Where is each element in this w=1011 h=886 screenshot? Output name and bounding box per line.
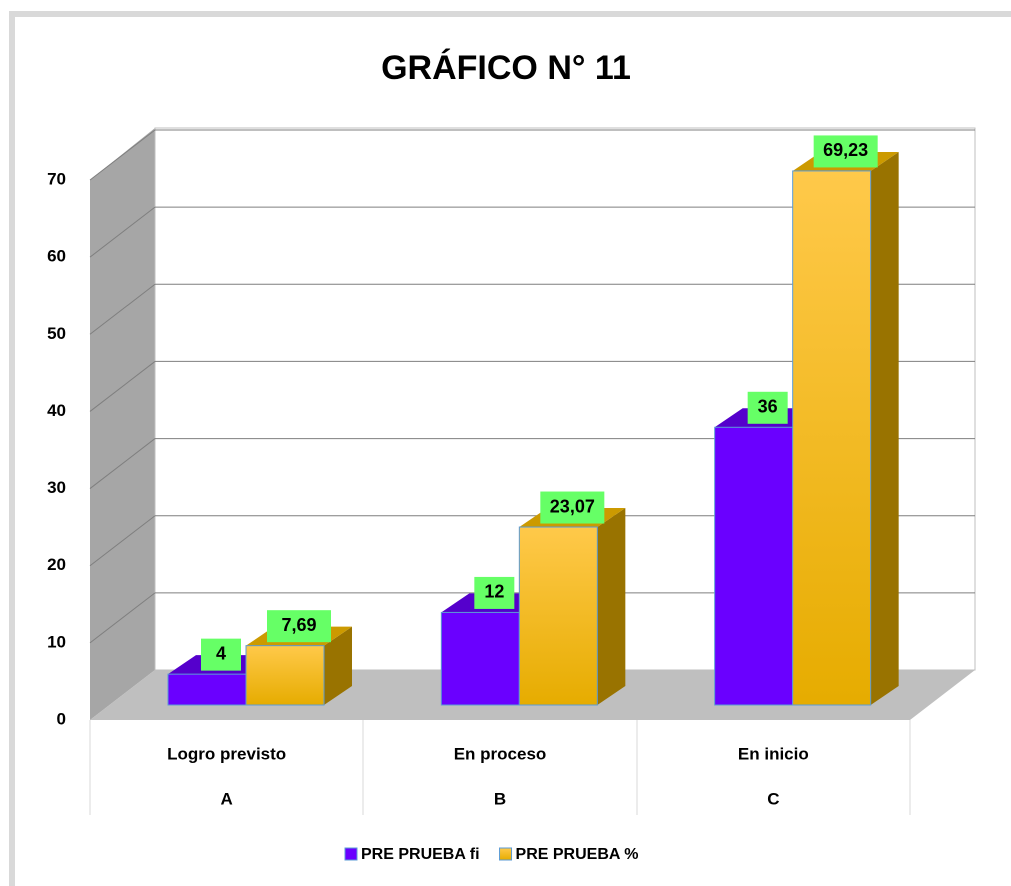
grid-line bbox=[89, 283, 156, 335]
bar bbox=[440, 611, 520, 706]
legend-swatch bbox=[344, 847, 358, 861]
legend-swatch bbox=[499, 847, 513, 861]
data-label-box bbox=[540, 491, 605, 524]
data-label: 12 bbox=[484, 582, 504, 602]
side-wall bbox=[90, 128, 155, 720]
bar bbox=[245, 645, 325, 706]
x-tick-label: En inicio bbox=[738, 744, 809, 763]
data-label: 7,69 bbox=[281, 615, 316, 635]
grid-line bbox=[89, 206, 156, 258]
y-tick-label: 70 bbox=[47, 169, 66, 188]
bar bbox=[714, 426, 794, 706]
bar bbox=[167, 673, 247, 706]
data-label-box bbox=[201, 638, 241, 671]
data-label-box bbox=[747, 391, 788, 424]
x-tick-label: Logro previsto bbox=[167, 744, 286, 763]
bar-side bbox=[324, 626, 352, 705]
data-label-box bbox=[474, 576, 515, 609]
data-label-box bbox=[267, 610, 331, 643]
category-table bbox=[89, 720, 911, 815]
data-label: 4 bbox=[216, 643, 226, 663]
data-label: 36 bbox=[758, 397, 778, 417]
grid-line bbox=[89, 515, 156, 567]
y-tick-label: 0 bbox=[57, 709, 66, 728]
legend-label: PRE PRUEBA fi bbox=[361, 846, 480, 863]
data-label-box bbox=[813, 135, 878, 168]
grid-line bbox=[89, 361, 156, 412]
legend-label: PRE PRUEBA % bbox=[516, 846, 639, 863]
grid-line bbox=[89, 592, 156, 644]
x-tick-label: En proceso bbox=[454, 744, 547, 763]
data-label: 69,23 bbox=[823, 140, 868, 160]
x-tick-label: B bbox=[494, 789, 506, 808]
x-tick-label: C bbox=[767, 789, 779, 808]
y-tick-label: 40 bbox=[47, 401, 66, 420]
grid-line bbox=[89, 438, 156, 489]
bar-side bbox=[597, 508, 626, 705]
y-tick-label: 30 bbox=[47, 478, 66, 497]
chart-title: GRÁFICO N° 11 bbox=[381, 49, 631, 87]
bar bbox=[792, 170, 872, 706]
bar-side bbox=[870, 151, 899, 705]
y-tick-label: 20 bbox=[47, 555, 66, 574]
y-tick-label: 10 bbox=[47, 632, 66, 651]
data-label: 23,07 bbox=[550, 496, 595, 516]
x-tick-label: A bbox=[221, 789, 233, 808]
grid-line bbox=[89, 129, 156, 181]
bar bbox=[518, 526, 598, 706]
y-tick-label: 60 bbox=[47, 247, 66, 266]
y-tick-label: 50 bbox=[47, 324, 66, 343]
